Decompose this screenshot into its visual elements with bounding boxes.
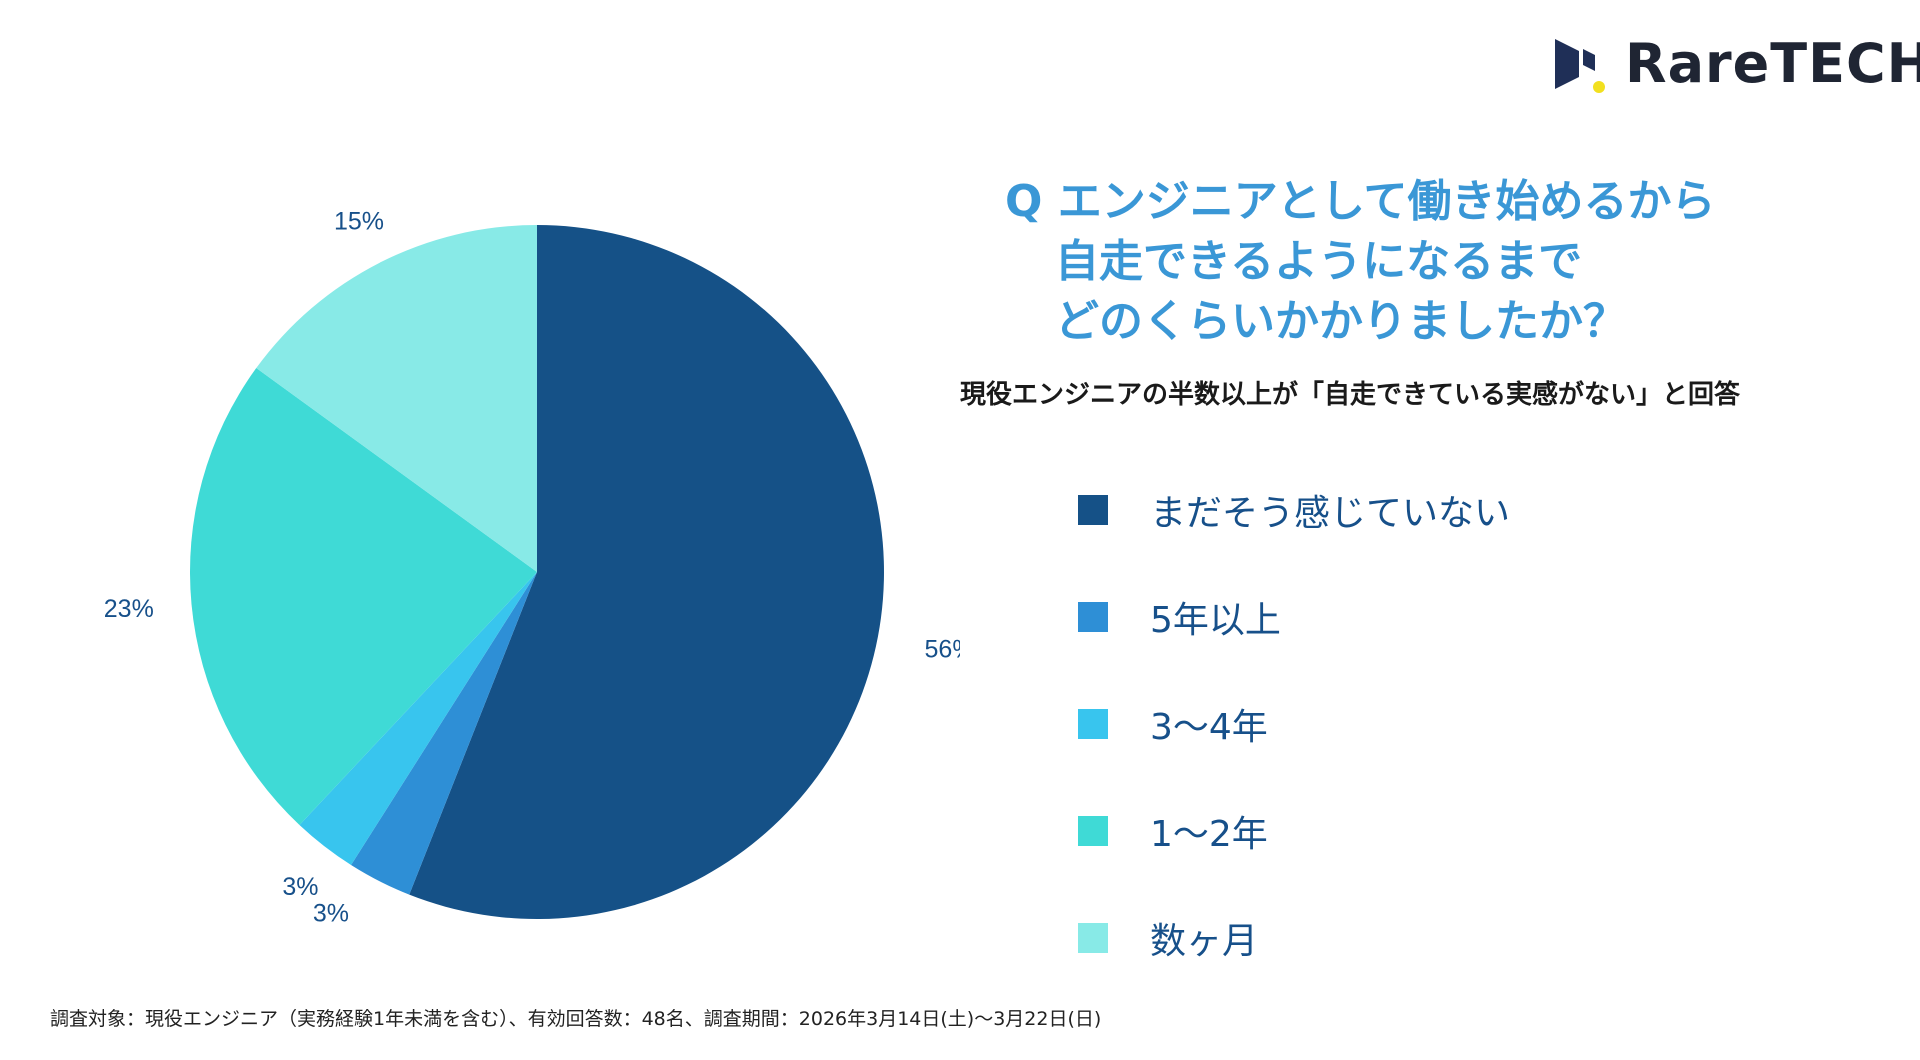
question-line-2: 自走できるようになるまで: [1055, 236, 1583, 287]
legend-swatch: [1078, 708, 1108, 739]
legend-label: 数ヶ月: [1150, 920, 1259, 962]
pie-slice-4: [256, 225, 537, 572]
question-line-1: Q エンジニアとして働き始めるから: [1005, 176, 1716, 227]
chart-legend: まだそう感じていない 5年以上 3〜4年 1〜2年 数ヶ月: [1078, 456, 1510, 991]
pie-label-0: 56%: [925, 635, 960, 663]
pie-label-2: 3%: [282, 873, 318, 901]
subtitle: 現役エンジニアの半数以上が「自走できている実感がない」と回答: [960, 380, 1741, 410]
legend-label: 3〜4年: [1150, 706, 1268, 748]
legend-item-not-yet: まだそう感じていない: [1078, 456, 1510, 563]
legend-item-1-2-years: 1〜2年: [1078, 777, 1510, 884]
question-title: Q エンジニアとして働き始めるから 自走できるようになるまで どのくらいかかりま…: [1005, 172, 1716, 352]
legend-label: 1〜2年: [1150, 813, 1268, 855]
survey-footnote: 調査対象：現役エンジニア（実務経験1年未満を含む）、有効回答数：48名、調査期間…: [50, 1008, 1102, 1030]
pie-slice-3: [190, 368, 538, 825]
logo-text: RareTECH: [1625, 32, 1920, 95]
pie-slice-0: [409, 225, 884, 919]
pie-slice-1: [351, 572, 537, 895]
legend-swatch: [1078, 815, 1108, 846]
pie-chart: 56% 3%3% 23% 15%: [104, 207, 960, 927]
legend-item-5-years-plus: 5年以上: [1078, 563, 1510, 670]
legend-swatch: [1078, 494, 1108, 525]
legend-item-3-4-years: 3〜4年: [1078, 670, 1510, 777]
legend-swatch: [1078, 601, 1108, 632]
question-line-3: どのくらいかかりましたか？: [1055, 296, 1627, 347]
raretech-logo-mark: [1555, 38, 1605, 93]
raretech-logo: RareTECH: [1555, 32, 1920, 95]
pie-label-3: 23%: [104, 595, 154, 623]
legend-swatch: [1078, 922, 1108, 953]
pie-label-4: 15%: [334, 207, 384, 235]
legend-label: 5年以上: [1150, 599, 1281, 641]
pie-label-1: 3%: [313, 899, 349, 927]
pie-slice-2: [299, 572, 537, 865]
legend-item-few-months: 数ヶ月: [1078, 884, 1510, 991]
legend-label: まだそう感じていない: [1150, 492, 1511, 534]
